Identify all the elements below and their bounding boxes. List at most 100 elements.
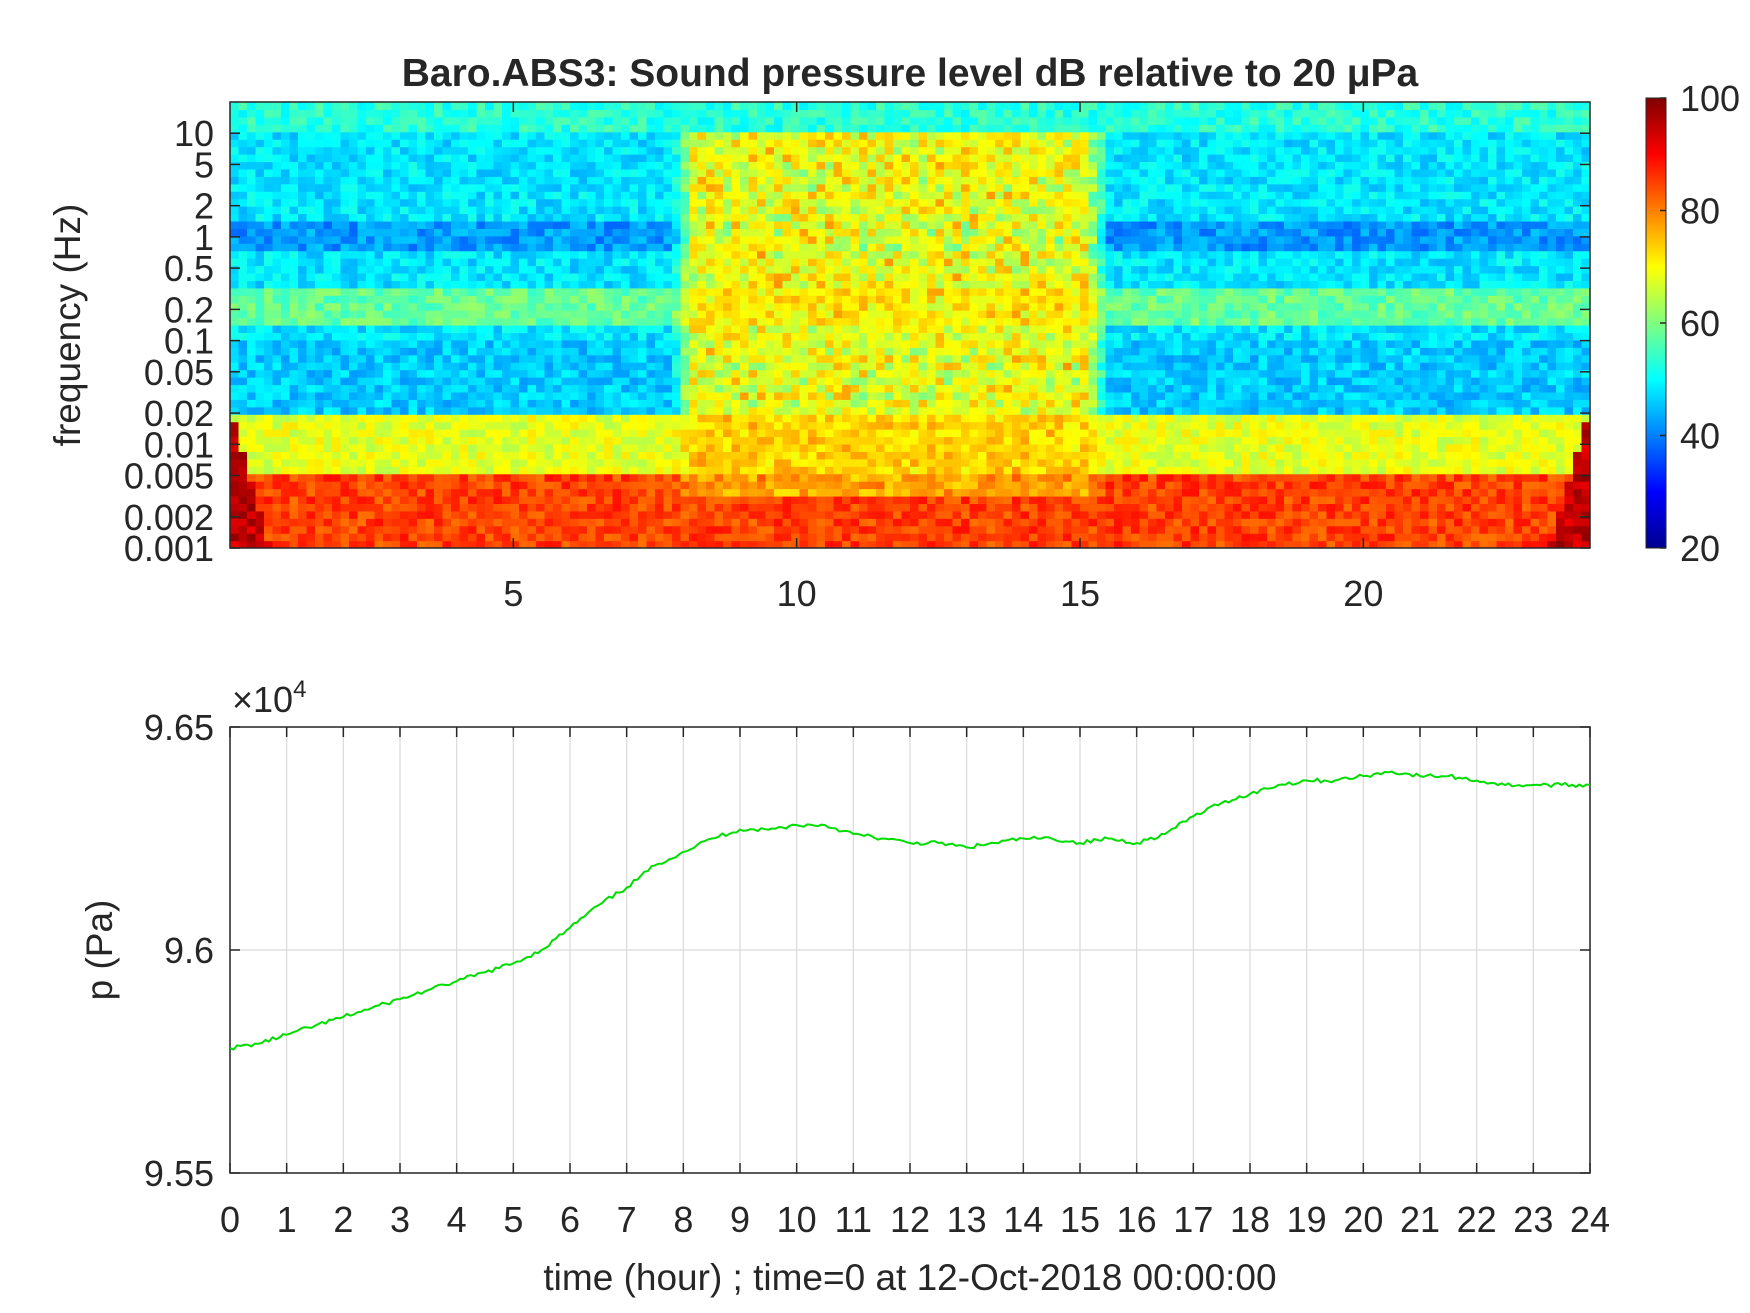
heatmap-cell — [442, 436, 452, 445]
heatmap-cell — [408, 191, 418, 200]
heatmap-cell — [502, 287, 512, 296]
heatmap-cell — [850, 220, 860, 229]
heatmap-cell — [825, 347, 835, 356]
heatmap-cell — [544, 362, 554, 371]
heatmap-cell — [757, 146, 767, 155]
heatmap-cell — [808, 287, 818, 296]
heatmap-cell — [629, 265, 639, 274]
heatmap-cell — [757, 243, 767, 252]
heatmap-cell — [451, 198, 461, 207]
heatmap-cell — [901, 488, 911, 497]
heatmap-cell — [510, 102, 520, 111]
heatmap-cell — [306, 347, 316, 356]
heatmap-cell — [604, 183, 614, 192]
heatmap-cell — [366, 139, 376, 148]
heatmap-cell — [629, 235, 639, 244]
heatmap-cell — [910, 421, 920, 430]
heatmap-cell — [493, 116, 503, 125]
heatmap-cell — [604, 124, 614, 133]
heatmap-cell — [816, 384, 826, 393]
heatmap-cell — [493, 154, 503, 163]
heatmap-cell — [816, 183, 826, 192]
heatmap-cell — [527, 451, 537, 460]
heatmap-cell — [323, 503, 333, 512]
heatmap-cell — [553, 161, 563, 170]
heatmap-cell — [578, 131, 588, 140]
heatmap-cell — [672, 317, 682, 326]
heatmap-cell — [272, 272, 282, 281]
heatmap-cell — [374, 510, 384, 519]
heatmap-cell — [544, 436, 554, 445]
heatmap-cell — [833, 161, 843, 170]
heatmap-cell — [476, 325, 486, 334]
heatmap-cell — [476, 131, 486, 140]
heatmap-cell — [918, 102, 928, 111]
heatmap-cell — [468, 495, 478, 504]
heatmap-cell — [816, 102, 826, 111]
heatmap-cell — [697, 525, 707, 534]
heatmap-cell — [825, 161, 835, 170]
heatmap-cell — [740, 280, 750, 289]
heatmap-cell — [748, 280, 758, 289]
heatmap-cell — [400, 510, 410, 519]
heatmap-cell — [493, 466, 503, 475]
heatmap-cell — [570, 421, 580, 430]
heatmap-cell — [663, 443, 673, 452]
heatmap-cell — [587, 436, 597, 445]
heatmap-cell — [357, 451, 367, 460]
heatmap-cell — [417, 414, 427, 423]
heatmap-cell — [604, 139, 614, 148]
heatmap-cell — [876, 503, 886, 512]
heatmap-cell — [638, 302, 648, 311]
heatmap-cell — [714, 414, 724, 423]
heatmap-cell — [357, 466, 367, 475]
heatmap-cell — [451, 436, 461, 445]
heatmap-cell — [816, 280, 826, 289]
heatmap-cell — [638, 369, 648, 378]
heatmap-cell — [782, 443, 792, 452]
heatmap-cell — [655, 317, 665, 326]
heatmap-cell — [901, 220, 911, 229]
heatmap-cell — [918, 109, 928, 118]
heatmap-cell — [842, 533, 852, 542]
heatmap-cell — [476, 206, 486, 215]
heatmap-cell — [757, 488, 767, 497]
heatmap-cell — [663, 525, 673, 534]
heatmap-cell — [808, 481, 818, 490]
heatmap-cell — [799, 473, 809, 482]
heatmap-cell — [536, 399, 546, 408]
heatmap-cell — [306, 243, 316, 252]
heatmap-cell — [706, 102, 716, 111]
heatmap-cell — [655, 414, 665, 423]
heatmap-cell — [706, 518, 716, 527]
heatmap-cell — [289, 206, 299, 215]
heatmap-cell — [570, 131, 580, 140]
heatmap-cell — [663, 139, 673, 148]
heatmap-cell — [910, 265, 920, 274]
heatmap-cell — [298, 525, 308, 534]
heatmap-cell — [714, 220, 724, 229]
heatmap-cell — [357, 310, 367, 319]
heatmap-cell — [468, 176, 478, 185]
heatmap-cell — [357, 124, 367, 133]
heatmap-cell — [842, 280, 852, 289]
heatmap-cell — [366, 473, 376, 482]
heatmap-cell — [298, 325, 308, 334]
heatmap-cell — [731, 116, 741, 125]
heatmap-cell — [884, 421, 894, 430]
heatmap-cell — [485, 168, 495, 177]
heatmap-cell — [893, 473, 903, 482]
heatmap-cell — [459, 206, 469, 215]
heatmap-cell — [570, 168, 580, 177]
heatmap-cell — [315, 443, 325, 452]
heatmap-cell — [918, 384, 928, 393]
heatmap-cell — [459, 146, 469, 155]
heatmap-cell — [629, 131, 639, 140]
heatmap-cell — [272, 540, 282, 548]
heatmap-cell — [910, 102, 920, 111]
heatmap-cell — [774, 198, 784, 207]
heatmap-cell — [434, 295, 444, 304]
heatmap-cell — [340, 265, 350, 274]
heatmap-cell — [485, 354, 495, 363]
heatmap-cell — [434, 176, 444, 185]
